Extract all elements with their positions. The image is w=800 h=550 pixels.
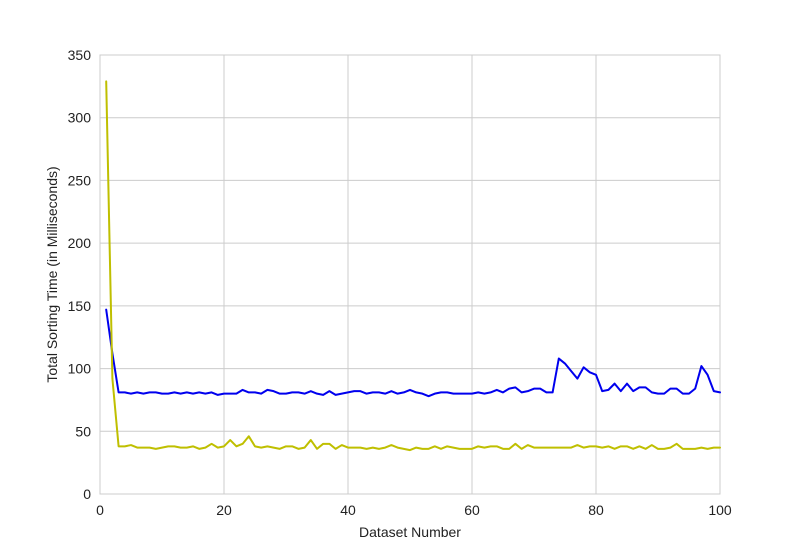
y-tick-label: 350 [68,47,92,63]
x-tick-label: 40 [340,502,356,518]
y-tick-label: 0 [83,486,91,502]
y-tick-label: 300 [68,110,92,126]
y-tick-label: 50 [75,423,91,439]
x-tick-label: 60 [464,502,480,518]
y-axis-label: Total Sorting Time (in Milliseconds) [44,166,60,382]
y-tick-label: 100 [68,361,92,377]
plot-frame [99,54,721,495]
y-tick-label: 200 [68,235,92,251]
x-tick-label: 100 [708,502,732,518]
y-tick-label: 250 [68,172,92,188]
series-line-2 [105,80,721,452]
x-tick-label: 20 [216,502,232,518]
plot-background [100,55,720,494]
x-tick-label: 0 [96,502,104,518]
y-tick-label: 150 [68,298,92,314]
series-line-1 [105,308,721,398]
tick-labels: 0 20 40 60 80 100 0 50 100 150 200 250 300 350 [68,47,732,518]
x-tick-label: 80 [588,502,604,518]
x-axis-label: Dataset Number [359,524,461,540]
data-series [105,80,721,452]
